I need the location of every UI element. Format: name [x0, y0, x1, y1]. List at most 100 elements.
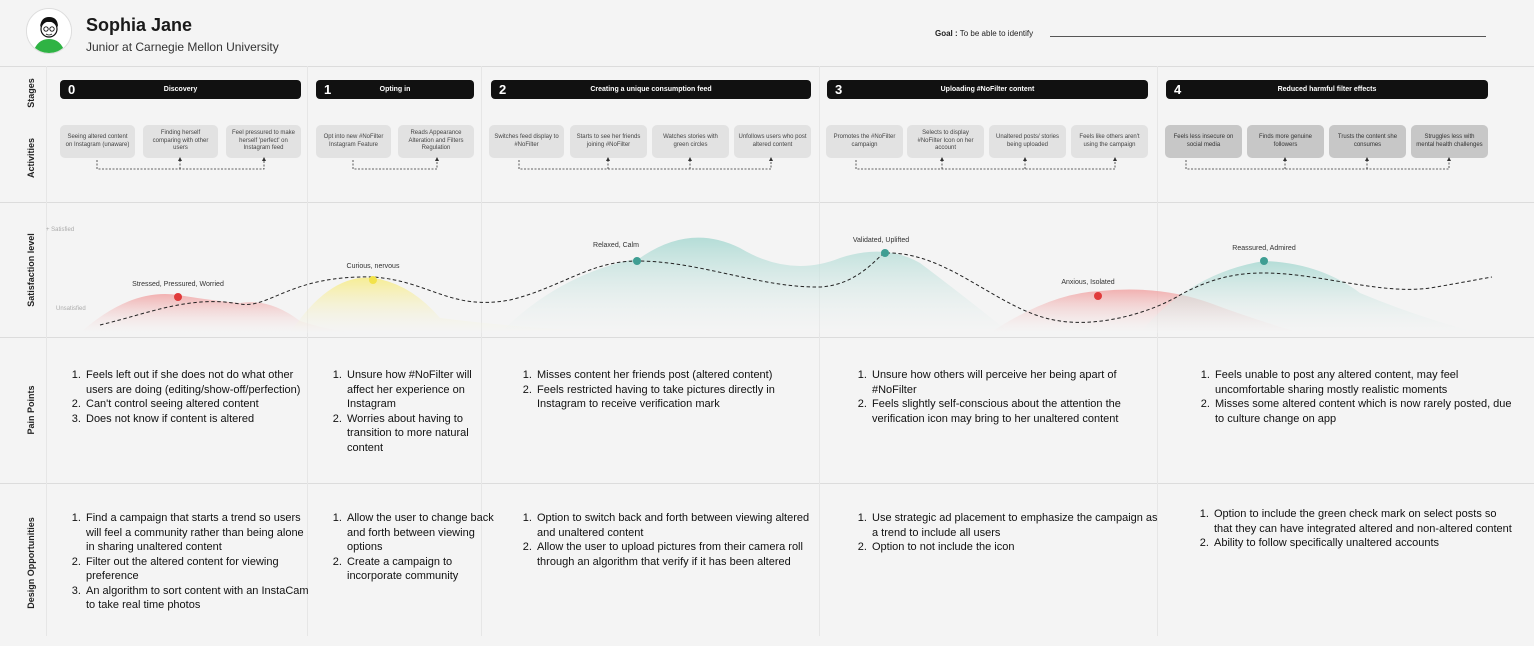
unsatisfied-label: Unsatisfied [56, 306, 86, 312]
pain-point-item: Can't control seeing altered content [84, 397, 314, 412]
satisfaction-curve-chart [80, 237, 1493, 333]
stage-number: 0 [68, 82, 76, 97]
stage-number: 1 [324, 82, 332, 97]
opportunity-item: Allow the user to change back and forth … [345, 511, 495, 555]
activity-card: Opt into new #NoFilter Instagram Feature [316, 125, 391, 158]
pain-point-item: Does not know if content is altered [84, 412, 314, 427]
stage-number: 3 [835, 82, 843, 97]
emotion-label: Validated, Uplifted [852, 237, 910, 244]
column-divider [307, 66, 308, 636]
activity-card: Unaltered posts/ stories being uploaded [989, 125, 1066, 158]
goal-text: To be able to identify [959, 29, 1034, 38]
pain-point-item: Unsure how #NoFilter will affect her exp… [345, 368, 490, 412]
pain-point-item: Worries about having to transition to mo… [345, 412, 490, 456]
goal-underline [1050, 36, 1486, 37]
activity-card: Promotes the #NoFilter campaign [826, 125, 903, 158]
pain-points-discovery: Feels left out if she does not do what o… [66, 368, 314, 426]
persona-subtitle: Junior at Carnegie Mellon University [86, 40, 279, 54]
pain-point-item: Feels restricted having to take pictures… [535, 383, 815, 412]
activity-card: Selects to display #NoFilter Icon on her… [907, 125, 984, 158]
emotion-marker [1260, 257, 1268, 265]
pain-points-opting-in: Unsure how #NoFilter will affect her exp… [327, 368, 490, 455]
persona-illustration [27, 9, 71, 53]
opportunities-opting-in: Allow the user to change back and forth … [327, 511, 495, 584]
row-label-pain-points: Pain Points [26, 385, 36, 435]
stage-title: Uploading #NoFilter content [940, 86, 1035, 93]
stage-title: Opting in [379, 86, 411, 93]
emotion-area-reassured [1140, 261, 1480, 333]
opportunities-reduced-effects: Option to include the green check mark o… [1194, 507, 1512, 551]
stage-title: Creating a unique consumption feed [590, 86, 712, 93]
activity-card: Watches stories with green circles [652, 125, 729, 158]
stage-number: 2 [499, 82, 507, 97]
divider-satisfaction [0, 337, 1534, 338]
goal-label: Goal : [935, 29, 958, 38]
pain-point-item: Misses content her friends post (altered… [535, 368, 815, 383]
row-label-design-opportunities: Design Opportunities [26, 517, 36, 609]
emotion-marker [881, 249, 889, 257]
pain-point-item: Feels slightly self-conscious about the … [870, 397, 1160, 426]
stage-number: 4 [1174, 82, 1182, 97]
pain-points-uploading: Unsure how others will perceive her bein… [852, 368, 1160, 426]
emotion-area-relaxed [500, 237, 1010, 333]
satisfied-label: Satisfied [51, 227, 75, 233]
column-divider [481, 66, 482, 636]
persona-avatar [26, 8, 72, 54]
opportunity-item: Find a campaign that starts a trend so u… [84, 511, 314, 555]
activity-card: Trusts the content she consumes [1329, 125, 1406, 158]
emotion-label: Anxious, Isolated [1061, 279, 1115, 286]
opportunity-item: Option to switch back and forth between … [535, 511, 815, 540]
stage-consumption-feed: 2 Creating a unique consumption feed [491, 80, 811, 99]
pain-point-item: Unsure how others will perceive her bein… [870, 368, 1160, 397]
emotion-label: Curious, nervous [346, 263, 400, 270]
activity-card: Struggles less with mental health challe… [1411, 125, 1488, 158]
emotion-marker [1094, 292, 1102, 300]
emotion-marker [369, 276, 377, 284]
emotion-label: Stressed, Pressured, Worried [132, 281, 224, 288]
column-divider [1157, 66, 1158, 636]
activity-connectors [96, 157, 1451, 170]
stage-opting-in: 1 Opting in [316, 80, 474, 99]
opportunity-item: Filter out the altered content for viewi… [84, 555, 314, 584]
activity-card: Finds more genuine followers [1247, 125, 1324, 158]
stage-title: Discovery [163, 86, 198, 93]
row-label-stages: Stages [26, 78, 36, 108]
opportunity-item: Option to include the green check mark o… [1212, 507, 1512, 536]
emotion-area-stressed [80, 294, 360, 333]
opportunity-item: Allow the user to upload pictures from t… [535, 540, 815, 569]
persona-name: Sophia Jane [86, 15, 193, 35]
opportunity-item: Ability to follow specifically unaltered… [1212, 536, 1512, 551]
opportunities-discovery: Find a campaign that starts a trend so u… [66, 511, 314, 613]
pain-point-item: Feels unable to post any altered content… [1213, 368, 1513, 397]
opportunity-item: Create a campaign to incorporate communi… [345, 555, 495, 584]
divider-pain-points [0, 483, 1534, 484]
emotion-label: Relaxed, Calm [593, 242, 639, 249]
activity-card: Unfollows users who post altered content [734, 125, 811, 158]
stage-reduced-effects: 4 Reduced harmful filter effects [1166, 80, 1488, 99]
stage-discovery: 0 Discovery [60, 80, 301, 99]
pain-point-item: Feels left out if she does not do what o… [84, 368, 314, 397]
emotion-area-curious [290, 277, 620, 333]
activity-card: Seeing altered content on Instagram (una… [60, 125, 135, 158]
column-divider [46, 66, 47, 636]
opportunities-consumption-feed: Option to switch back and forth between … [517, 511, 815, 569]
column-divider [819, 66, 820, 636]
pain-point-item: Misses some altered content which is now… [1213, 397, 1513, 426]
activity-card: Finding herself comparing with other use… [143, 125, 218, 158]
emotion-label: Reassured, Admired [1232, 245, 1296, 252]
activity-card: Feel pressured to make herself 'perfect'… [226, 125, 301, 158]
activity-card: Feels less insecure on social media [1165, 125, 1242, 158]
emotion-marker [174, 293, 182, 301]
stage-title: Reduced harmful filter effects [1277, 86, 1377, 93]
opportunities-uploading: Use strategic ad placement to emphasize … [852, 511, 1160, 555]
pain-points-reduced-effects: Feels unable to post any altered content… [1195, 368, 1513, 426]
opportunity-item: An algorithm to sort content with an Ins… [84, 584, 314, 613]
divider-activities [0, 202, 1534, 203]
pain-points-consumption-feed: Misses content her friends post (altered… [517, 368, 815, 412]
satisfied-tick: + Satisfied [46, 227, 75, 233]
activity-card: Feels like others aren't using the campa… [1071, 125, 1148, 158]
activity-card: Starts to see her friends joining #NoFil… [570, 125, 647, 158]
emotion-marker [633, 257, 641, 265]
opportunity-item: Use strategic ad placement to emphasize … [870, 511, 1160, 540]
goal-statement: Goal : To be able to identify [935, 29, 1033, 38]
